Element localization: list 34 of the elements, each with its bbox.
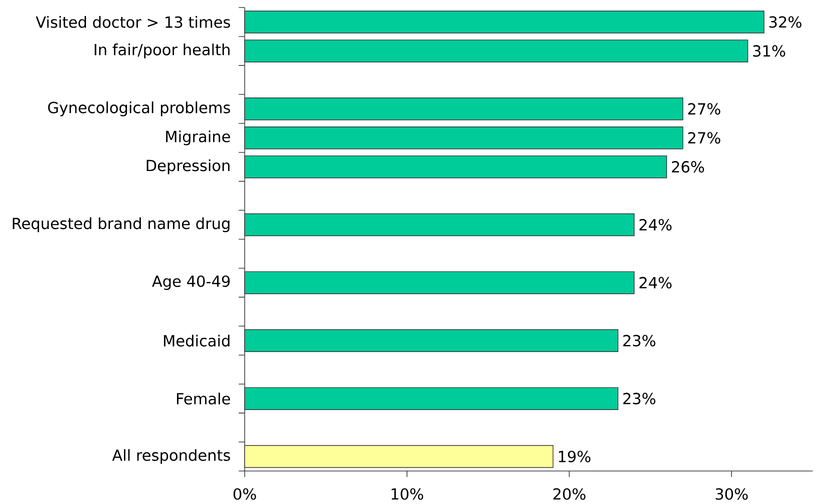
data-label: 23% bbox=[623, 334, 656, 346]
bar bbox=[244, 329, 618, 352]
y-tick-label: Female bbox=[176, 392, 230, 405]
x-tick-label: 0% bbox=[234, 488, 256, 500]
y-tick-label: Migraine bbox=[166, 130, 230, 146]
y-tick-label: Depression bbox=[146, 159, 230, 174]
y-tick-label: Age 40-49 bbox=[152, 275, 230, 290]
bar bbox=[244, 98, 684, 120]
bar bbox=[244, 445, 554, 468]
x-tick-label: 30% bbox=[716, 488, 748, 500]
bar bbox=[244, 213, 635, 236]
y-tick-label: All respondents bbox=[112, 449, 230, 464]
y-tick-label: In fair/poor health bbox=[94, 44, 230, 58]
data-label: 24% bbox=[640, 218, 672, 231]
x-tick-label: 10% bbox=[392, 488, 424, 500]
y-tick-label: Requested brand name drug bbox=[12, 217, 230, 232]
bar bbox=[244, 126, 684, 150]
data-label: 31% bbox=[753, 45, 786, 57]
bar bbox=[244, 40, 748, 62]
x-tick-label: 20% bbox=[553, 488, 586, 500]
bar bbox=[244, 155, 667, 178]
data-label: 27% bbox=[688, 132, 720, 144]
data-label: 32% bbox=[769, 16, 802, 28]
data-label: 24% bbox=[640, 276, 672, 288]
y-tick-label: Gynecological problems bbox=[48, 101, 230, 116]
bar bbox=[244, 387, 618, 410]
y-tick-label: Visited doctor > 13 times bbox=[36, 16, 230, 28]
data-label: 26% bbox=[672, 161, 704, 173]
data-label: 23% bbox=[623, 392, 656, 404]
data-label: 19% bbox=[558, 450, 590, 462]
bar bbox=[244, 10, 764, 34]
y-tick-label: Medicaid bbox=[164, 334, 230, 347]
data-label: 27% bbox=[688, 103, 720, 115]
bar bbox=[244, 271, 635, 294]
